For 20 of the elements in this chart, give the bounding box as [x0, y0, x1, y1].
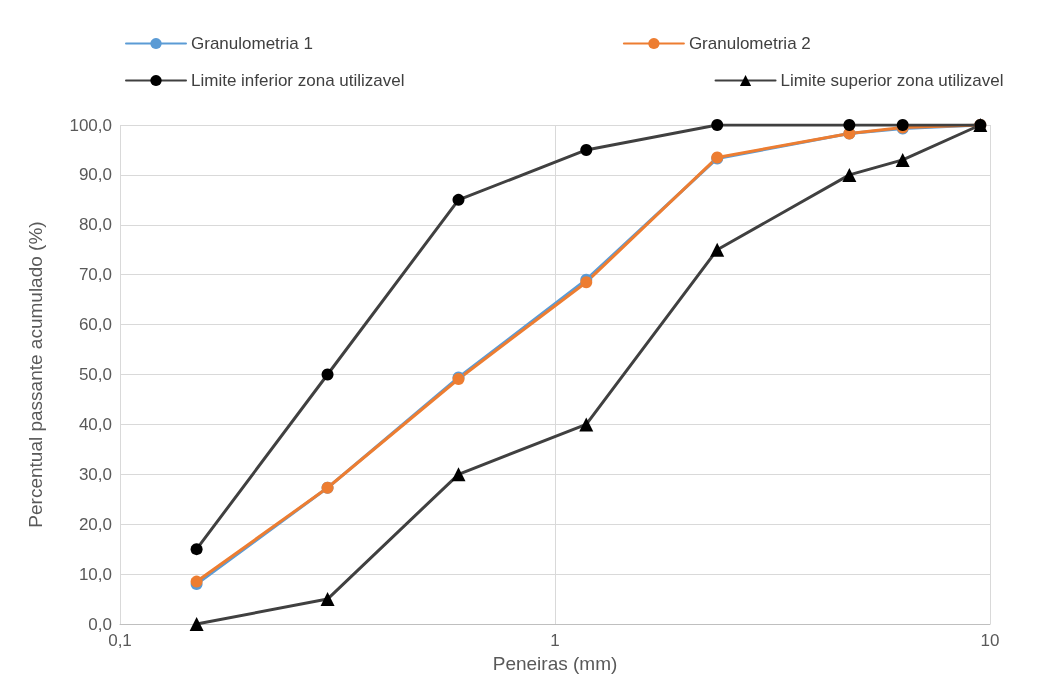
y-tick-label: 90,0 [78, 165, 112, 185]
y-tick-label: 50,0 [78, 365, 112, 384]
y-tick-label: 60,0 [78, 315, 112, 335]
y-tick-label: 0,0 [88, 614, 112, 634]
y-tick-label: 80,0 [78, 215, 112, 235]
y-tick-label: 40,0 [78, 414, 112, 434]
y-tick-label: 20,0 [78, 514, 112, 534]
y-tick-label: 30,0 [78, 464, 112, 484]
y-axis-title: Percentual passante acumulado (%) [25, 221, 46, 528]
legend-label: Granulometria 1 [191, 34, 313, 53]
x-tick-label: 0,1 [108, 631, 132, 650]
legend-label: Limite superior zona utilizavel [780, 71, 1004, 90]
x-axis-title: Peneiras (mm) [492, 652, 618, 674]
y-tick-label: 100,0 [69, 115, 112, 135]
y-tick-label: 70,0 [78, 265, 112, 285]
x-tick-label: 1 [550, 631, 560, 650]
legend-label: Limite inferior zona utilizavel [191, 71, 405, 90]
x-tick-label: 10 [980, 631, 1000, 650]
y-tick-label: 10,0 [78, 564, 112, 584]
legend-label: Granulometria 2 [688, 34, 811, 53]
